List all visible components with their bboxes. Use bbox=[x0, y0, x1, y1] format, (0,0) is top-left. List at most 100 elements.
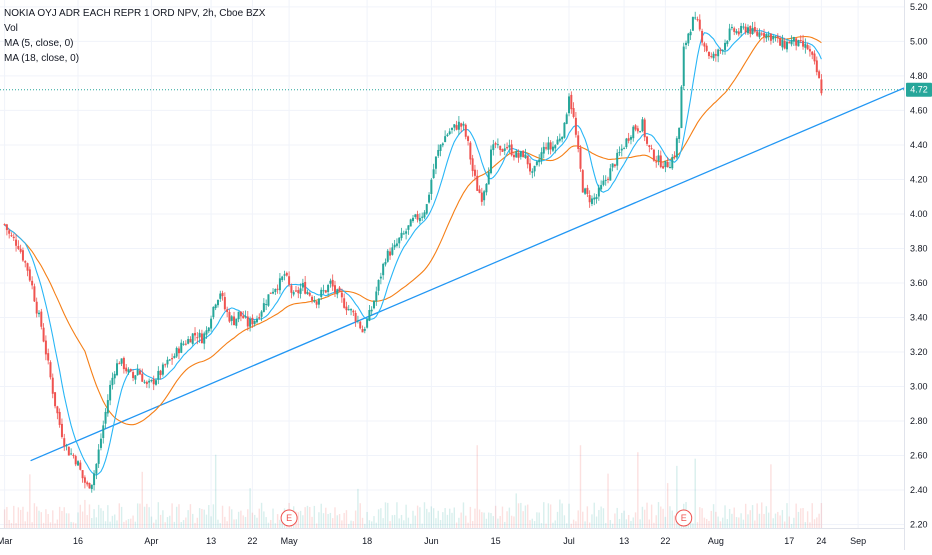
volume-bar bbox=[114, 514, 116, 528]
candle-body bbox=[423, 212, 426, 218]
candle-body bbox=[648, 145, 651, 148]
volume-bar bbox=[621, 512, 623, 528]
candle-body bbox=[104, 411, 107, 424]
candle-body bbox=[370, 309, 373, 312]
volume-bar bbox=[453, 507, 455, 528]
volume-bar bbox=[265, 517, 267, 528]
volume-bar bbox=[210, 516, 212, 528]
candle-body bbox=[60, 423, 63, 437]
volume-bar bbox=[575, 521, 577, 528]
volume-bar bbox=[481, 512, 483, 528]
candle-body bbox=[629, 136, 632, 140]
candle-body bbox=[758, 32, 761, 38]
volume-bar bbox=[198, 508, 201, 528]
volume-bar bbox=[407, 517, 410, 528]
candle-body bbox=[696, 19, 699, 21]
candle-body bbox=[336, 289, 339, 295]
volume-bar bbox=[809, 522, 811, 528]
volume-bar bbox=[400, 514, 403, 528]
volume-bar bbox=[208, 505, 210, 528]
candle-body bbox=[132, 372, 135, 379]
candle-body bbox=[519, 151, 522, 157]
candle-body bbox=[797, 39, 800, 47]
candle-body bbox=[512, 154, 515, 158]
candle-body bbox=[416, 214, 419, 220]
volume-bar bbox=[201, 508, 203, 528]
volume-bar bbox=[549, 504, 552, 528]
candle-body bbox=[384, 262, 387, 265]
volume-bar bbox=[134, 521, 137, 528]
candle-body bbox=[354, 312, 357, 322]
candle-body bbox=[737, 31, 740, 35]
volume-bar bbox=[203, 509, 205, 528]
candle-body bbox=[455, 125, 458, 130]
candle-body bbox=[152, 379, 155, 385]
volume-bar bbox=[488, 512, 490, 528]
candle-body bbox=[646, 136, 649, 144]
candle-body bbox=[356, 320, 359, 322]
volume-bar bbox=[40, 512, 42, 528]
candle-body bbox=[77, 461, 80, 466]
volume-bar bbox=[242, 515, 244, 528]
candle-body bbox=[320, 289, 323, 298]
candle-body bbox=[267, 294, 270, 306]
candle-body bbox=[785, 41, 788, 50]
volume-bar bbox=[263, 511, 265, 528]
volume-bar bbox=[634, 512, 637, 528]
candle-body bbox=[719, 49, 722, 51]
candle-body bbox=[237, 311, 240, 320]
volume-bar bbox=[712, 504, 715, 528]
volume-bar bbox=[726, 519, 729, 528]
volume-bar bbox=[426, 508, 428, 528]
candle-body bbox=[625, 138, 628, 148]
volume-bar bbox=[439, 519, 442, 528]
y-tick-label: 2.60 bbox=[910, 451, 928, 461]
candle-body bbox=[315, 301, 318, 305]
volume-bar bbox=[781, 510, 784, 528]
trend-line bbox=[30, 87, 905, 462]
volume-bar bbox=[744, 503, 747, 528]
candle-body bbox=[678, 127, 681, 139]
candle-body bbox=[17, 245, 20, 249]
volume-bar bbox=[3, 509, 6, 528]
candle-body bbox=[636, 128, 639, 132]
volume-bar bbox=[81, 511, 84, 528]
candle-body bbox=[3, 224, 6, 226]
candle-body bbox=[175, 347, 178, 357]
candle-body bbox=[581, 170, 584, 193]
x-tick-label: Jun bbox=[424, 536, 439, 546]
volume-bar bbox=[533, 521, 536, 528]
volume-bar bbox=[499, 515, 501, 528]
candle-body bbox=[262, 303, 265, 312]
y-tick-label: 3.80 bbox=[910, 243, 928, 253]
volume-bar bbox=[22, 506, 24, 528]
candle-body bbox=[155, 380, 158, 385]
volume-bar bbox=[93, 509, 95, 528]
candle-body bbox=[467, 136, 470, 141]
volume-bar bbox=[416, 505, 419, 528]
candle-body bbox=[691, 16, 694, 31]
volume-bar bbox=[522, 511, 524, 528]
volume-bar bbox=[559, 499, 561, 528]
candle-body bbox=[260, 311, 263, 317]
volume-bar bbox=[352, 521, 355, 528]
volume-bar bbox=[164, 522, 166, 528]
volume-bar bbox=[249, 488, 251, 528]
x-tick-label: Sep bbox=[850, 536, 866, 546]
volume-bar bbox=[338, 514, 341, 528]
volume-bar bbox=[641, 506, 644, 528]
candle-body bbox=[652, 149, 655, 161]
volume-bar bbox=[136, 503, 139, 528]
volume-bar bbox=[153, 522, 155, 528]
volume-bar bbox=[256, 517, 258, 528]
candle-body bbox=[65, 445, 68, 447]
volume-bar bbox=[637, 452, 639, 528]
candle-body bbox=[8, 230, 11, 234]
candle-body bbox=[749, 25, 752, 34]
volume-bar bbox=[458, 517, 460, 528]
candle-body bbox=[31, 280, 34, 286]
candle-body bbox=[216, 299, 219, 306]
volume-bar bbox=[304, 507, 306, 528]
volume-bar bbox=[423, 502, 426, 528]
